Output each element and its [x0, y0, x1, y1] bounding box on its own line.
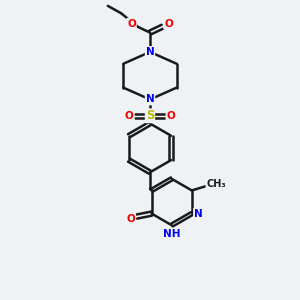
Text: O: O	[125, 111, 134, 121]
Text: N: N	[194, 208, 203, 219]
Text: O: O	[167, 111, 175, 121]
Text: CH₃: CH₃	[206, 178, 226, 189]
Text: O: O	[164, 19, 173, 29]
Text: N: N	[146, 94, 154, 104]
Text: O: O	[127, 19, 136, 29]
Text: N: N	[146, 47, 154, 57]
Text: S: S	[146, 109, 154, 122]
Text: NH: NH	[163, 229, 180, 238]
Text: O: O	[126, 214, 135, 224]
